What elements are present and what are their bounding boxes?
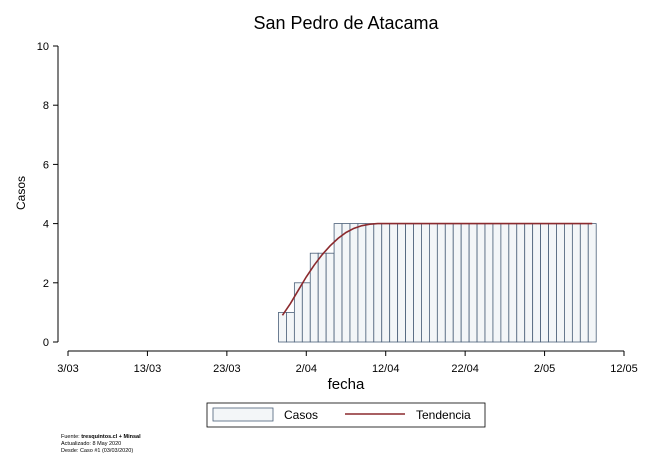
bar-casos xyxy=(389,223,399,343)
bar-casos xyxy=(524,223,534,343)
bar-casos xyxy=(579,223,589,343)
chart-title: San Pedro de Atacama xyxy=(253,13,439,33)
bar-casos xyxy=(476,223,486,343)
bar-casos xyxy=(397,223,406,343)
y-tick-label: 0 xyxy=(43,337,49,349)
trend-line xyxy=(281,222,593,316)
bar-series xyxy=(278,223,597,343)
bar-casos xyxy=(301,282,311,343)
y-tick-label: 8 xyxy=(43,100,49,112)
bar-casos xyxy=(540,223,549,343)
bar-casos xyxy=(381,223,391,343)
bar-casos xyxy=(564,223,573,343)
footer-source-name: tresquintos.cl + Minsal xyxy=(81,434,141,440)
x-tick-label: 2/05 xyxy=(534,363,555,375)
footer-notes: Fuente: tresquintos.cl + Minsal Actualiz… xyxy=(61,434,141,455)
bar-casos xyxy=(587,223,597,343)
bar-casos xyxy=(500,223,510,343)
legend-label-tendencia: Tendencia xyxy=(416,408,471,422)
trend-series xyxy=(281,222,593,316)
bar-casos xyxy=(373,223,383,343)
y-axis-label: Casos xyxy=(14,176,28,210)
x-tick-label: 23/03 xyxy=(213,363,241,375)
bar-casos xyxy=(548,223,557,343)
bar-casos xyxy=(365,223,375,343)
bar-casos xyxy=(428,223,438,343)
bar-casos xyxy=(357,223,367,343)
x-tick-label: 2/04 xyxy=(296,363,317,375)
x-axis-label: fecha xyxy=(328,376,365,393)
bar-casos xyxy=(436,223,446,343)
x-tick-label: 22/04 xyxy=(451,363,479,375)
bar-casos xyxy=(468,223,478,343)
bar-casos xyxy=(460,223,470,343)
legend-label-casos: Casos xyxy=(284,408,318,422)
bar-casos xyxy=(571,223,581,343)
bar-casos xyxy=(452,223,462,343)
footer-source: Fuente: tresquintos.cl + Minsal xyxy=(61,434,141,441)
bar-casos xyxy=(508,223,518,343)
y-tick-label: 2 xyxy=(43,278,49,290)
bar-casos xyxy=(286,311,295,343)
footer-source-prefix: Fuente: xyxy=(61,434,82,440)
bar-casos xyxy=(413,223,422,343)
footer-updated: Actualizado: 8 May 2020 xyxy=(61,441,122,447)
y-tick-label: 10 xyxy=(37,41,49,53)
bar-casos xyxy=(309,252,319,343)
bar-casos xyxy=(484,223,494,343)
bar-casos xyxy=(516,223,526,343)
bar-casos xyxy=(405,223,414,343)
bar-casos xyxy=(278,311,287,343)
x-tick-label: 13/03 xyxy=(134,363,162,375)
bar-casos xyxy=(532,223,542,343)
legend: Casos Tendencia xyxy=(206,402,486,428)
x-axis: 3/03 13/03 23/03 2/04 12/04 22/04 2/05 12/05 xyxy=(57,350,638,375)
bar-casos xyxy=(349,223,359,343)
x-tick-label: 3/03 xyxy=(57,363,78,375)
y-axis: 0 2 4 6 8 10 xyxy=(37,41,59,349)
bar-casos xyxy=(341,223,351,343)
bar-casos xyxy=(421,223,430,343)
x-tick-label: 12/04 xyxy=(372,363,400,375)
legend-swatch-casos xyxy=(212,407,274,422)
footer-since: Desde: Caso #1 (03/03/2020) xyxy=(61,448,134,454)
bar-casos xyxy=(325,252,335,343)
bar-casos xyxy=(317,252,327,343)
y-tick-label: 4 xyxy=(43,219,49,231)
x-tick-label: 12/05 xyxy=(610,363,638,375)
bar-casos xyxy=(492,223,502,343)
y-tick-label: 6 xyxy=(43,159,49,171)
bar-casos xyxy=(444,223,454,343)
bar-casos xyxy=(556,223,565,343)
